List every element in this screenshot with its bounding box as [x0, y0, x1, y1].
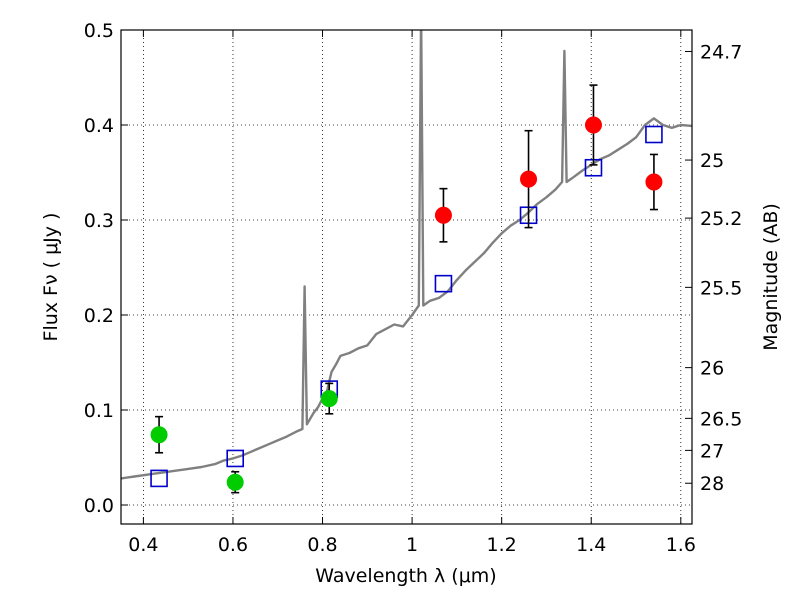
model-photometry-square — [645, 125, 663, 144]
y-tick-label: 0.5 — [84, 20, 114, 42]
y2-tick-label: 28 — [700, 473, 724, 495]
x-tick-label: 1.2 — [487, 534, 517, 556]
x-tick-label: 1.4 — [576, 534, 606, 556]
y2-tick-label: 24.7 — [700, 41, 742, 63]
model-photometry-square — [150, 469, 168, 488]
y2-tick-label: 25 — [700, 150, 724, 172]
y-tick-label: 0.0 — [84, 495, 114, 517]
spectrum-line — [121, 30, 692, 480]
data-point — [226, 473, 244, 491]
y2-tick-label: 25.5 — [700, 277, 742, 299]
y2-tick-label: 26 — [700, 358, 724, 380]
y2-axis-label: Magnitude (AB) — [760, 203, 782, 351]
y2-tick-label: 26.5 — [700, 408, 742, 430]
axes: 0.4 0.6 0.8 1 1.2 1.4 1.6 0.0 0.1 0.2 0.3 0.4 0.5 24.… — [84, 20, 743, 556]
model-photometry-square — [226, 449, 244, 468]
x-tick-label: 0.4 — [128, 534, 158, 556]
model-photometry-square — [434, 274, 453, 293]
y-tick-label: 0.3 — [84, 210, 114, 232]
data-point — [150, 426, 168, 444]
x-tick-label: 0.8 — [307, 534, 337, 556]
plot-frame — [120, 29, 693, 525]
y2-tick-label: 27 — [700, 440, 724, 462]
data-layer — [121, 30, 692, 480]
x-tick-label: 0.6 — [218, 534, 248, 556]
y-tick-label: 0.4 — [84, 115, 114, 137]
y-tick-label: 0.1 — [84, 400, 114, 422]
data-point — [320, 390, 338, 408]
data-point — [434, 206, 452, 224]
data-point — [520, 170, 538, 188]
y-tick-label: 0.2 — [84, 305, 114, 327]
data-point — [584, 116, 602, 134]
data-point — [645, 173, 663, 191]
x-tick-label: 1 — [406, 534, 418, 556]
y-axis-label: Flux Fν ( μJy ) — [40, 213, 62, 342]
x-tick-label: 1.6 — [666, 534, 696, 556]
y2-tick-label: 25.2 — [700, 208, 742, 230]
marker-layer — [150, 84, 663, 494]
x-axis-label: Wavelength λ (μm) — [315, 565, 496, 587]
